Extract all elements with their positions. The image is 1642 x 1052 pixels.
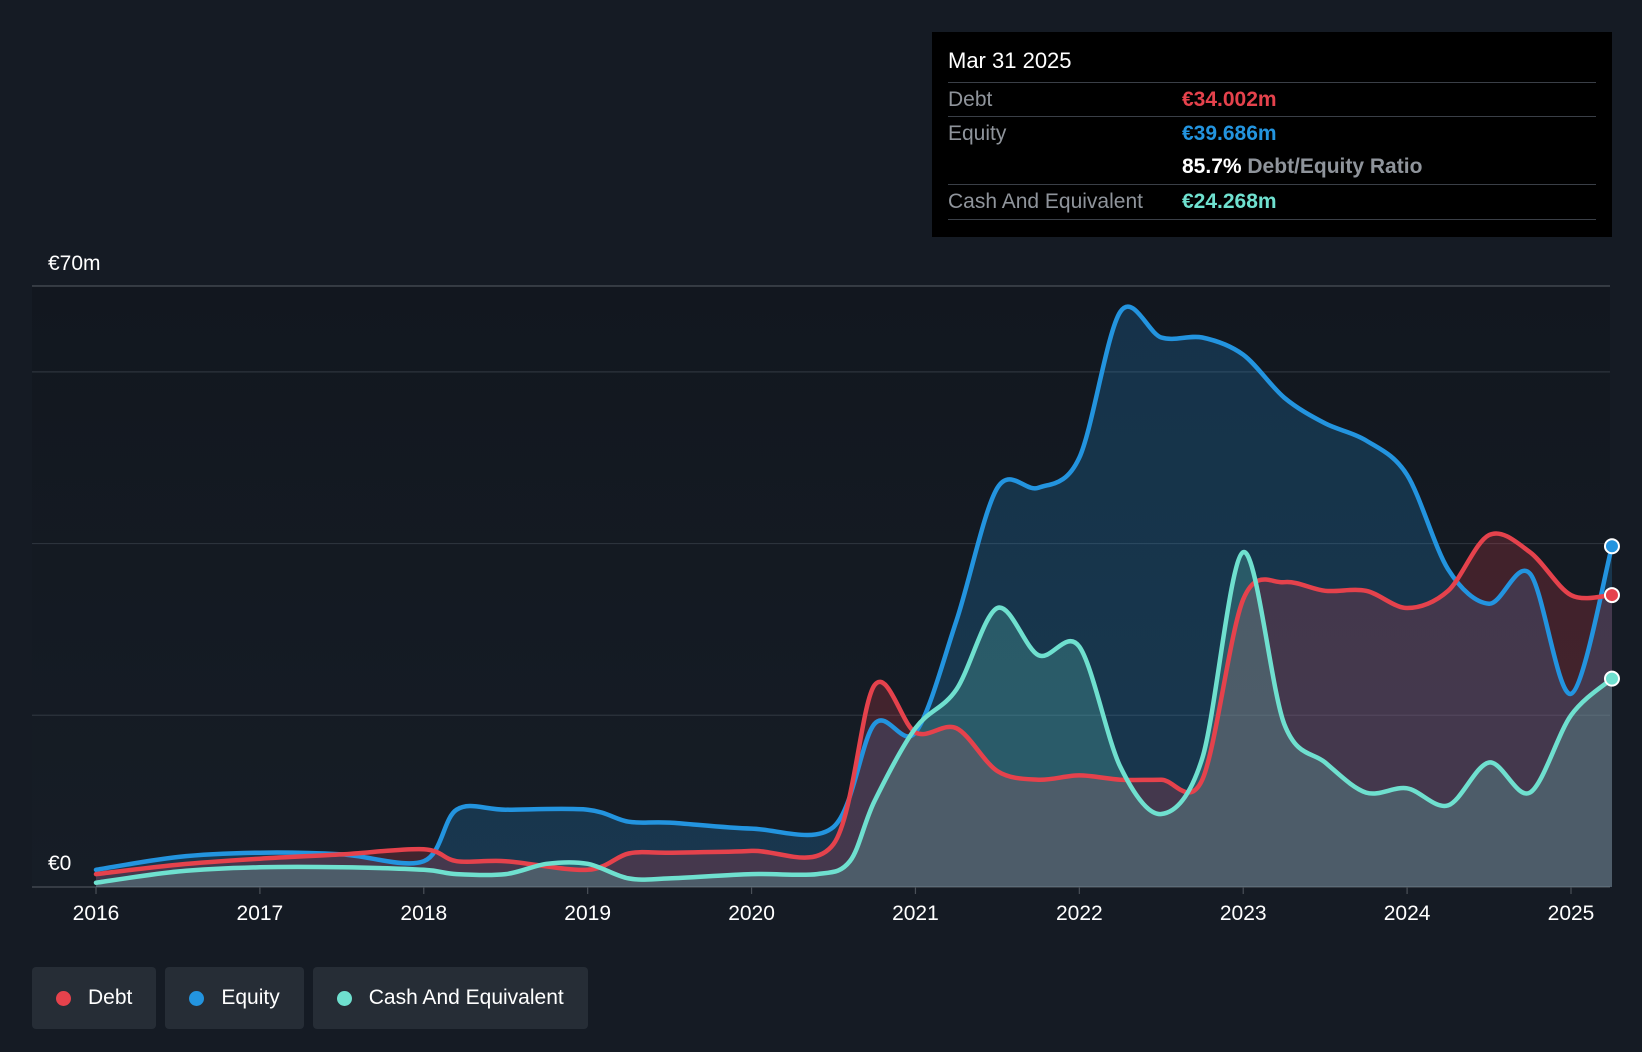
- tooltip-debt-value: €34.002m: [1182, 88, 1277, 111]
- x-axis: 2016 2017 2018 2019 2020 2021 2022 2023 2024 2025: [73, 887, 1595, 925]
- tooltip-equity-label: Equity: [948, 122, 1007, 145]
- tooltip-row-debt: Debt €34.002m: [948, 82, 1596, 117]
- cash-dot-icon: [336, 990, 352, 1006]
- series-endpoints: [1603, 538, 1620, 687]
- legend-item-cash[interactable]: Cash And Equivalent: [312, 967, 588, 1029]
- tooltip-debt-label: Debt: [948, 88, 993, 111]
- legend-debt-label: Debt: [88, 986, 133, 1009]
- plot-background: [32, 286, 1610, 887]
- debt-line: [93, 531, 1615, 877]
- equity-line: [93, 304, 1615, 873]
- x-tick-label: 2018: [400, 902, 447, 925]
- debt-area: [96, 533, 1612, 887]
- tooltip-cash-value: €24.268m: [1182, 190, 1277, 213]
- x-tick-label: 2025: [1548, 902, 1595, 925]
- tooltip: Mar 31 2025 Debt €34.002m Equity €39.686…: [932, 32, 1612, 237]
- series-lines: [93, 304, 1615, 885]
- legend-item-equity[interactable]: Equity: [165, 967, 304, 1029]
- tooltip-date: Mar 31 2025: [948, 48, 1072, 73]
- tooltip-equity-value: €39.686m: [1182, 122, 1277, 145]
- tooltip-ratio-value: 85.7%: [1182, 155, 1242, 178]
- x-tick-label: 2019: [564, 902, 611, 925]
- legend-cash-label: Cash And Equivalent: [368, 986, 564, 1009]
- gridlines: [32, 285, 1610, 888]
- debt-dot-icon: [56, 990, 71, 1006]
- equity-endpoint: [1603, 538, 1620, 555]
- cash-and-equivalent-line: [93, 549, 1615, 885]
- y-label-bottom: €0: [48, 852, 71, 875]
- x-tick-label: 2024: [1384, 902, 1431, 925]
- legend-item-debt[interactable]: Debt: [32, 967, 157, 1029]
- x-tick-label: 2021: [892, 902, 939, 925]
- x-tick-label: 2023: [1220, 902, 1267, 925]
- tooltip-row-ratio: 85.7% Debt/Equity Ratio: [948, 150, 1596, 184]
- tooltip-ratio-label: Debt/Equity Ratio: [1247, 155, 1423, 178]
- legend: Debt Equity Cash And Equivalent: [32, 967, 588, 1029]
- cash-and-equivalent-endpoint: [1603, 670, 1620, 687]
- equity-dot-icon: [189, 990, 205, 1006]
- tooltip-ratio: 85.7% Debt/Equity Ratio: [1182, 155, 1422, 179]
- equity-area: [96, 306, 1612, 888]
- tooltip-row-cash: Cash And Equivalent €24.268m: [948, 184, 1596, 220]
- y-label-top: €70m: [48, 252, 101, 275]
- debt-endpoint: [1603, 587, 1620, 604]
- x-tick-label: 2022: [1056, 902, 1103, 925]
- legend-equity-label: Equity: [221, 986, 280, 1009]
- tooltip-row-equity: Equity €39.686m: [948, 116, 1596, 151]
- x-tick-label: 2020: [728, 902, 775, 925]
- x-tick-label: 2016: [73, 902, 120, 925]
- tooltip-cash-label: Cash And Equivalent: [948, 190, 1143, 213]
- x-tick-label: 2017: [237, 902, 284, 925]
